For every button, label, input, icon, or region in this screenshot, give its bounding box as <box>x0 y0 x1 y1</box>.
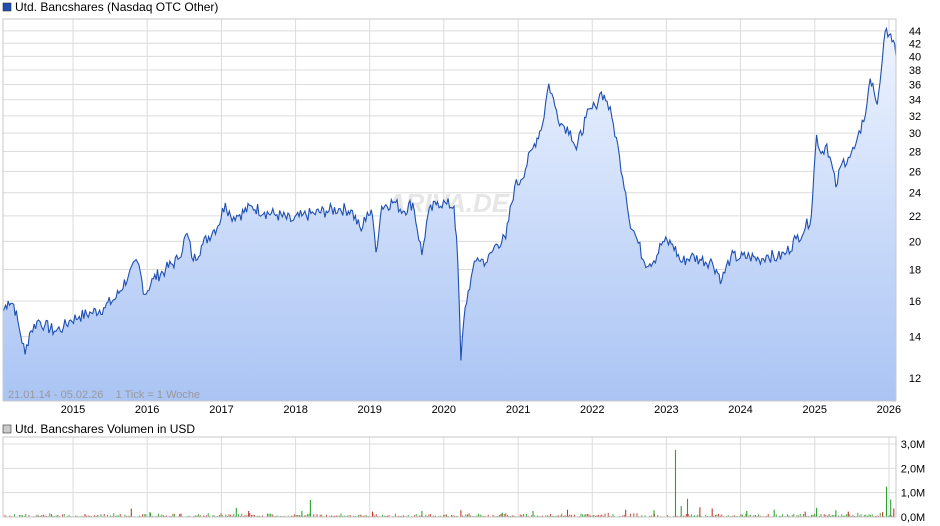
price-x-tick-label: 2018 <box>283 404 307 416</box>
price-y-tick-label: 16 <box>909 296 921 308</box>
price-y-tick-label: 14 <box>909 332 921 344</box>
price-y-tick-label: 38 <box>909 65 921 77</box>
price-area <box>3 28 896 401</box>
volume-y-tick-label: 1,0M <box>901 488 925 500</box>
date-range-info: 21.01.14 - 05.02.26 1 Tick = 1 Woche <box>8 389 200 401</box>
price-x-tick-label: 2021 <box>506 404 530 416</box>
price-x-tick-label: 2016 <box>135 404 159 416</box>
price-x-tick-label: 2022 <box>580 404 604 416</box>
price-x-tick-label: 2019 <box>357 404 381 416</box>
price-x-tick-label: 2015 <box>61 404 85 416</box>
price-y-tick-label: 30 <box>909 128 921 140</box>
price-x-tick-label: 2023 <box>654 404 678 416</box>
price-y-tick-label: 42 <box>909 38 921 50</box>
volume-panel: 0,0M 1,0M 2,0M 3,0M <box>2 436 925 524</box>
price-legend-swatch <box>2 2 12 12</box>
volume-legend-label: Utd. Bancshares Volumen in USD <box>15 422 195 436</box>
price-y-tick-label: 22 <box>909 211 921 223</box>
volume-bars <box>4 450 895 517</box>
volume-frame <box>2 436 897 518</box>
volume-gridlines <box>3 437 896 518</box>
price-y-tick-label: 40 <box>909 51 921 63</box>
price-frame <box>2 18 897 402</box>
price-y-tick-label: 32 <box>909 111 921 123</box>
volume-y-tick-label: 2,0M <box>901 463 925 475</box>
price-x-tick-label: 2025 <box>803 404 827 416</box>
volume-y-tick-label: 3,0M <box>901 439 925 451</box>
volume-y-tick-label: 0,0M <box>901 512 925 524</box>
price-y-tick-label: 20 <box>909 236 921 248</box>
price-y-tick-label: 36 <box>909 79 921 91</box>
price-y-tick-label: 26 <box>909 166 921 178</box>
volume-y-axis: 0,0M 1,0M 2,0M 3,0M <box>901 439 925 524</box>
price-x-tick-label: 2017 <box>209 404 233 416</box>
price-y-tick-label: 24 <box>909 188 921 200</box>
price-x-axis: 2015 2016 2017 2018 2019 2020 2021 2022 2023 2024… <box>61 404 901 416</box>
price-x-tick-label: 2024 <box>728 404 752 416</box>
price-y-tick-label: 34 <box>909 95 921 107</box>
price-y-tick-label: 12 <box>909 373 921 385</box>
price-line <box>2 26 897 361</box>
price-x-tick-label: 2026 <box>877 404 901 416</box>
price-y-tick-label: 28 <box>909 147 921 159</box>
price-y-tick-label: 18 <box>909 265 921 277</box>
price-panel: ARIVA.DE 1214161820222426283032343638404… <box>2 18 921 416</box>
volume-legend-swatch <box>2 424 12 434</box>
price-y-tick-label: 44 <box>909 26 921 38</box>
price-x-tick-label: 2020 <box>432 404 456 416</box>
price-legend-label: Utd. Bancshares (Nasdaq OTC Other) <box>15 0 218 14</box>
